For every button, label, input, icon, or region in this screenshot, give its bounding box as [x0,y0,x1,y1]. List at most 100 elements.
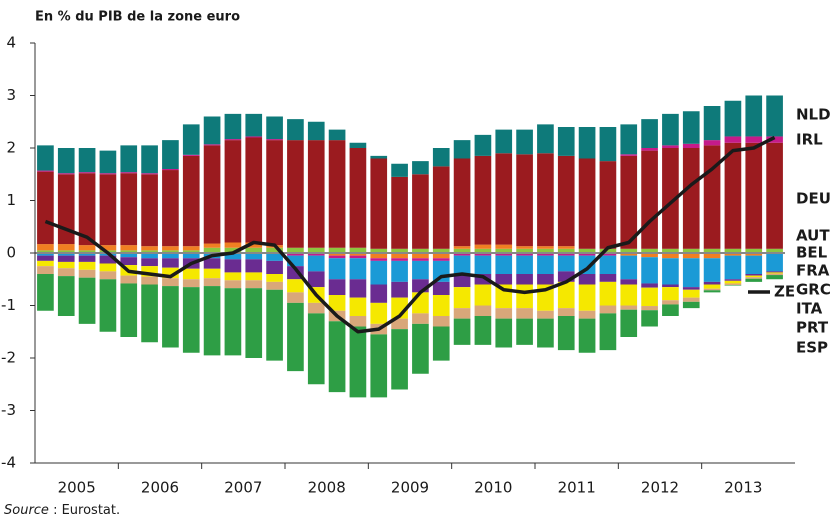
bar-segment [453,287,471,309]
bar-segment [391,260,408,282]
bar-segment [141,145,158,174]
bar-segment [57,261,75,269]
bar-segment [578,253,596,256]
bar-segment [495,244,513,249]
bar-segment [641,283,658,288]
bar-segment [641,253,658,258]
bar-segment [453,140,471,159]
bar-segment [641,119,658,148]
bar-segment [620,255,638,280]
bar-segment [99,263,117,272]
bar-segment [203,145,221,244]
bar-segment [432,316,450,327]
bar-segment [453,318,471,345]
bar-segment [495,248,513,253]
bar-segment [412,253,429,259]
bar-segment [453,274,471,288]
bar-segment [78,277,96,324]
legend-label: NLD [796,106,831,124]
bar-segment [641,310,658,327]
bar-segment [141,266,158,277]
bar-segment [245,288,263,358]
bar-segment [766,272,783,274]
bar-segment [662,145,679,148]
bar-segment [37,170,54,172]
bar-segment [57,268,75,277]
bar-segment [370,253,388,259]
bar-segment [141,250,158,253]
bar-segment [349,255,367,259]
bar-segment [99,245,117,251]
bar-segment [57,173,75,175]
bar-segment [99,150,117,174]
bar-segment [78,173,96,246]
bar-segment [474,305,492,316]
bar-segment [578,127,596,159]
bar-segment [682,248,700,253]
bar-segment [245,136,263,138]
bar-segment [557,253,575,256]
bar-segment [724,255,742,280]
bar-segment [537,310,554,319]
bar-segment [266,139,283,141]
bar-segment [391,318,408,330]
legend-label: ESP [796,339,828,357]
bar-segment [99,279,117,332]
bar-segment [620,279,638,285]
x-tick-label: 2005 [58,479,96,497]
bar-segment [703,106,721,141]
bar-segment [537,246,554,249]
bar-segment [495,308,513,319]
bar-segment [599,313,617,351]
bar-segment [578,310,596,319]
bar-segment [328,140,346,248]
bar-segment [57,148,75,174]
bar-segment [537,153,554,247]
bar-segment [599,255,617,274]
bar-segment [99,173,117,175]
bar-segment [495,129,513,154]
bar-segment [37,145,54,171]
bar-segment [349,316,367,327]
bar-segment [349,148,367,248]
bar-segment [349,297,367,316]
bar-segment [682,289,700,298]
bar-segment [57,276,75,316]
bar-segment [766,136,783,143]
bar-segment [578,158,596,249]
bar-segment [766,273,783,276]
bar-segment [370,260,388,285]
bar-segment [724,283,742,286]
bar-segment [724,279,742,281]
source-text: : Eurostat. [49,503,120,518]
bar-segment [182,268,200,280]
bar-segment [57,250,75,253]
bar-segment [516,318,533,345]
bar-segment [557,248,575,253]
bar-segment [557,246,575,249]
bar-segment [557,271,575,282]
bar-segment [745,95,763,137]
bar-segment [745,248,763,253]
bar-segment [224,288,242,356]
bar-segment [78,245,96,251]
bar-segment [412,248,429,253]
bar-segment [162,250,179,253]
bar-segment [724,142,742,249]
chart-title: En % du PIB de la zone euro [35,10,240,25]
bar-segment [328,258,346,280]
bar-segment [391,258,408,261]
bar-segment [766,271,783,273]
bar-segment [412,313,429,324]
bar-segment [724,136,742,143]
bar-segment [120,253,138,258]
bar-segment [120,145,138,173]
bar-segment [682,258,700,288]
bar-segment [287,253,304,256]
bar-segment [766,253,783,272]
bar-segment [766,142,783,249]
legend-label: GRC [796,281,831,299]
bar-segment [662,113,679,146]
bar-segment [245,242,263,248]
bar-segment [703,288,721,291]
